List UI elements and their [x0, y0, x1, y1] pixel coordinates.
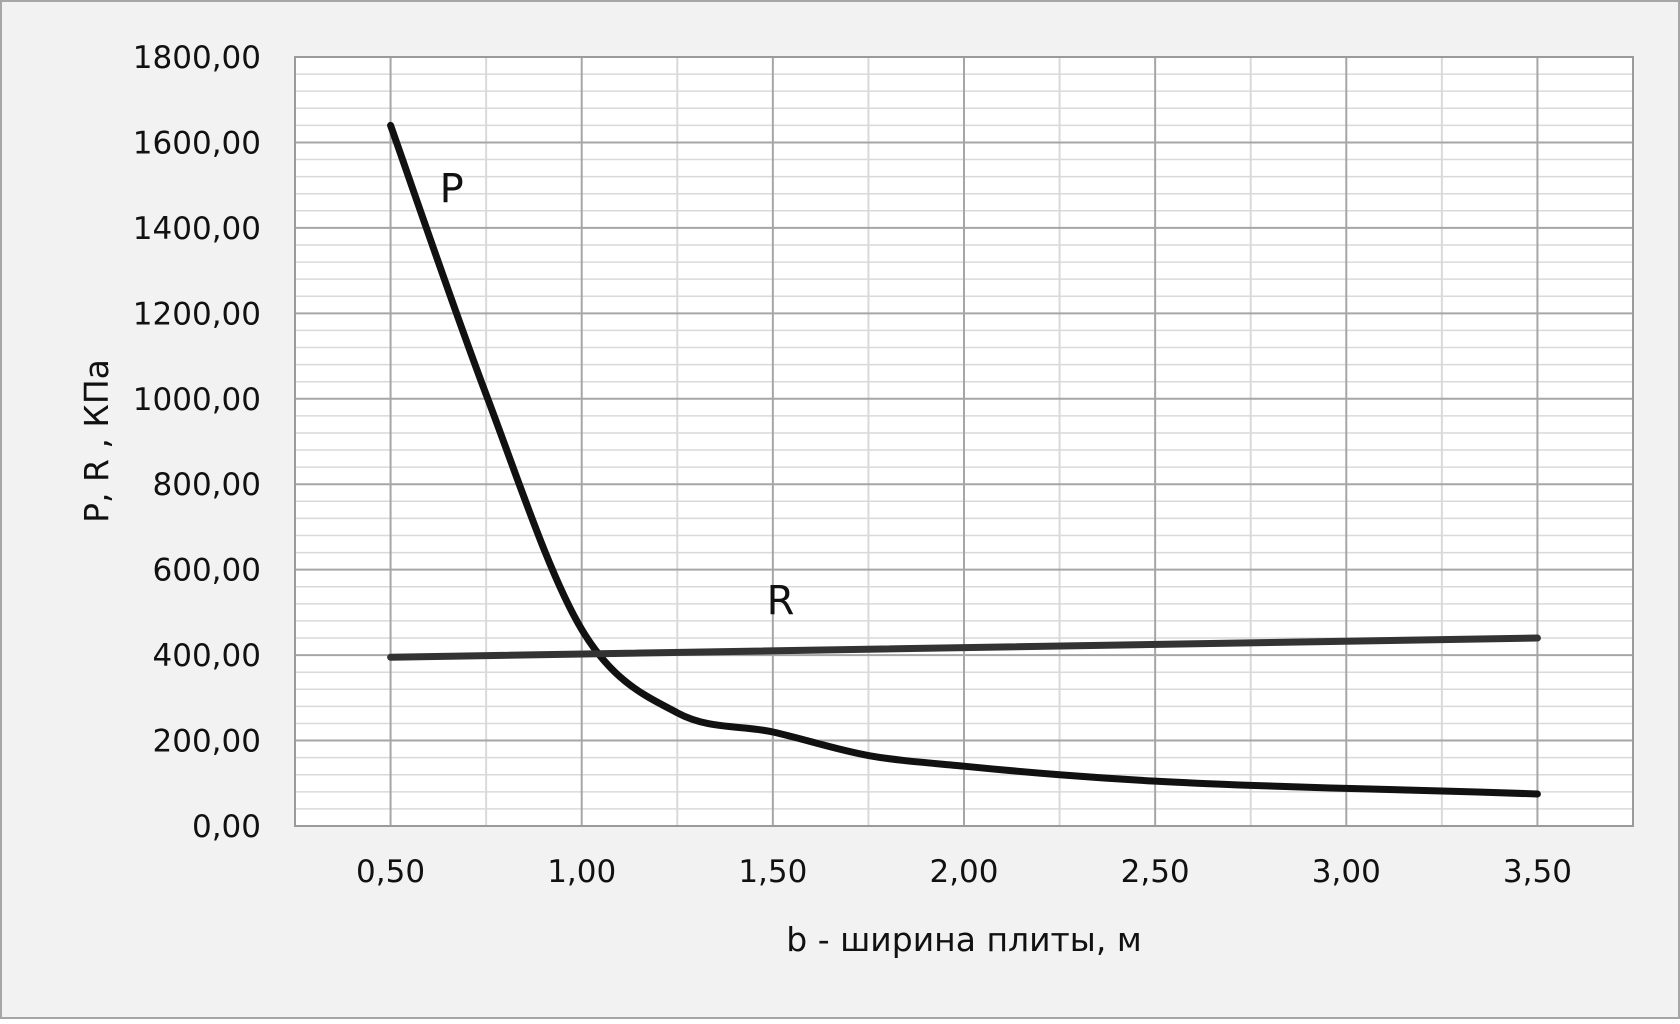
x-tick-label: 1,00: [547, 854, 616, 890]
x-tick-label: 3,00: [1312, 854, 1381, 890]
series-line-p: [387, 121, 1541, 798]
x-tick-label: 2,50: [1121, 854, 1190, 890]
x-tick-labels: 0,50 1,00 1,50 2,00 2,50 3,00 3,50: [356, 854, 1572, 890]
x-tick-label: 3,50: [1503, 854, 1572, 890]
y-tick-label: 800,00: [153, 467, 261, 503]
y-tick-label: 400,00: [153, 638, 261, 674]
x-tick-label: 0,50: [356, 854, 425, 890]
x-axis-title: b - ширина плиты, м: [786, 920, 1141, 959]
x-tick-label: 2,00: [929, 854, 998, 890]
y-tick-label: 200,00: [153, 724, 261, 760]
series-label: P: [440, 166, 464, 212]
annotation-layer: PR: [440, 166, 795, 624]
x-tick-label: 1,50: [738, 854, 807, 890]
series-line-r: [387, 634, 1541, 661]
y-tick-label: 1600,00: [133, 125, 261, 161]
y-tick-labels: 0,00 200,00 400,00 600,00 800,00 1000,00 1200,…: [133, 40, 261, 845]
y-tick-label: 1200,00: [133, 296, 261, 332]
y-tick-label: 1400,00: [133, 211, 261, 247]
y-tick-label: 0,00: [192, 809, 261, 845]
series-label: R: [767, 579, 795, 625]
plot-border: [294, 56, 1634, 827]
y-tick-label: 1000,00: [133, 382, 261, 418]
series-layer: [387, 121, 1541, 798]
y-tick-label: 600,00: [153, 553, 261, 589]
y-axis-title: P, R , КПа: [77, 359, 116, 523]
y-tick-label: 1800,00: [133, 40, 261, 76]
